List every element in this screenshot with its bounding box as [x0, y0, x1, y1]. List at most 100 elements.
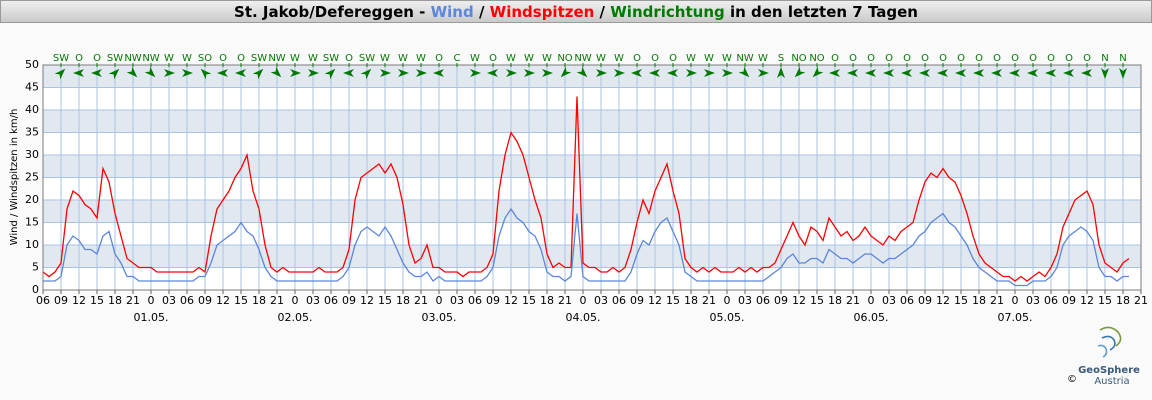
direction-label: N [1119, 53, 1126, 64]
direction-label: O [921, 53, 929, 64]
direction-label: W [182, 53, 192, 64]
grid-band [43, 200, 1141, 223]
x-tick-label: 18 [1116, 294, 1130, 307]
title-suffix: in den letzten 7 Tagen [725, 3, 918, 21]
x-tick-label: 06 [36, 294, 50, 307]
direction-label: NO [791, 53, 806, 64]
x-tick-label: 0 [292, 294, 299, 307]
direction-arrow [433, 69, 444, 77]
direction-label: SW [359, 53, 375, 64]
direction-arrow [777, 67, 785, 78]
title-separator: / [594, 3, 610, 21]
series-line [42, 96, 1130, 282]
direction-arrow [955, 69, 966, 77]
x-tick-label: 09 [774, 294, 788, 307]
x-tick-label: 06 [756, 294, 770, 307]
day-label: 01.05. [134, 311, 169, 324]
x-tick-label: 12 [792, 294, 806, 307]
direction-arrow [973, 69, 984, 77]
logo [1097, 326, 1122, 358]
direction-label: O [885, 53, 893, 64]
x-tick-label: 21 [414, 294, 428, 307]
direction-label: O [633, 53, 641, 64]
x-tick-label: 15 [810, 294, 824, 307]
direction-arrow [919, 69, 930, 77]
x-tick-label: 03 [738, 294, 752, 307]
x-tick-label: 21 [1134, 294, 1148, 307]
direction-arrow [54, 68, 66, 80]
y-tick-label: 10 [25, 238, 39, 251]
x-tick-label: 21 [126, 294, 140, 307]
x-tick-label: 06 [468, 294, 482, 307]
direction-label: O [975, 53, 983, 64]
direction-arrow [812, 66, 824, 78]
direction-arrow [217, 69, 228, 77]
direction-arrow [290, 69, 301, 77]
direction-arrow [667, 69, 678, 77]
direction-label: NO [809, 53, 824, 64]
legend-gust: Windspitzen [490, 3, 595, 21]
day-label: 07.05. [998, 311, 1033, 324]
direction-label: NW [736, 53, 753, 64]
x-tick-label: 06 [180, 294, 194, 307]
direction-label: NW [268, 53, 285, 64]
x-tick-label: 03 [594, 294, 608, 307]
x-tick-label: 0 [868, 294, 875, 307]
direction-arrow [416, 69, 427, 77]
chart-title: St. Jakob/Defereggen - Wind / Windspitze… [234, 3, 918, 21]
direction-label: W [398, 53, 408, 64]
logo-icon [1097, 344, 1108, 358]
direction-label: NW [574, 53, 591, 64]
x-tick-label: 18 [684, 294, 698, 307]
y-tick-label: 40 [25, 103, 39, 116]
direction-label: O [1047, 53, 1055, 64]
direction-label: O [219, 53, 227, 64]
x-tick-label: 12 [216, 294, 230, 307]
x-tick-label: 18 [972, 294, 986, 307]
direction-arrow [704, 69, 715, 77]
direction-label: NW [142, 53, 159, 64]
direction-label: W [596, 53, 606, 64]
y-tick-label: 35 [25, 126, 39, 139]
direction-arrow [398, 69, 409, 77]
direction-arrow [200, 68, 212, 80]
direction-label: O [867, 53, 875, 64]
x-tick-label: 21 [558, 294, 572, 307]
direction-arrow [722, 69, 733, 77]
x-tick-label: 18 [540, 294, 554, 307]
title-prefix: St. Jakob/Defereggen - [234, 3, 431, 21]
direction-label: O [1083, 53, 1091, 64]
y-tick-label: 30 [25, 148, 39, 161]
direction-label: C [454, 53, 461, 64]
grid-band [43, 155, 1141, 178]
direction-label: O [957, 53, 965, 64]
x-tick-label: 06 [900, 294, 914, 307]
direction-arrow [144, 66, 156, 78]
legend-wind: Wind [431, 3, 474, 21]
x-tick-label: 09 [198, 294, 212, 307]
direction-label: W [506, 53, 516, 64]
direction-arrow [1045, 69, 1056, 77]
x-tick-label: 09 [54, 294, 68, 307]
direction-arrow [560, 66, 572, 78]
direction-arrow [108, 68, 120, 80]
x-tick-label: 0 [148, 294, 155, 307]
direction-label: W [164, 53, 174, 64]
logo-icon [1099, 326, 1122, 347]
y-tick-label: 15 [25, 216, 39, 229]
title-separator: / [474, 3, 490, 21]
grid-band [43, 245, 1141, 268]
x-tick-label: 12 [936, 294, 950, 307]
day-label: 02.05. [278, 311, 313, 324]
direction-label: O [345, 53, 353, 64]
direction-label: W [416, 53, 426, 64]
direction-label: SW [251, 53, 267, 64]
direction-arrow [324, 68, 336, 80]
y-tick-label: 20 [25, 193, 39, 206]
direction-arrow [1119, 68, 1127, 79]
direction-label: O [651, 53, 659, 64]
x-tick-label: 03 [450, 294, 464, 307]
direction-arrow [182, 69, 193, 77]
x-tick-label: 09 [918, 294, 932, 307]
